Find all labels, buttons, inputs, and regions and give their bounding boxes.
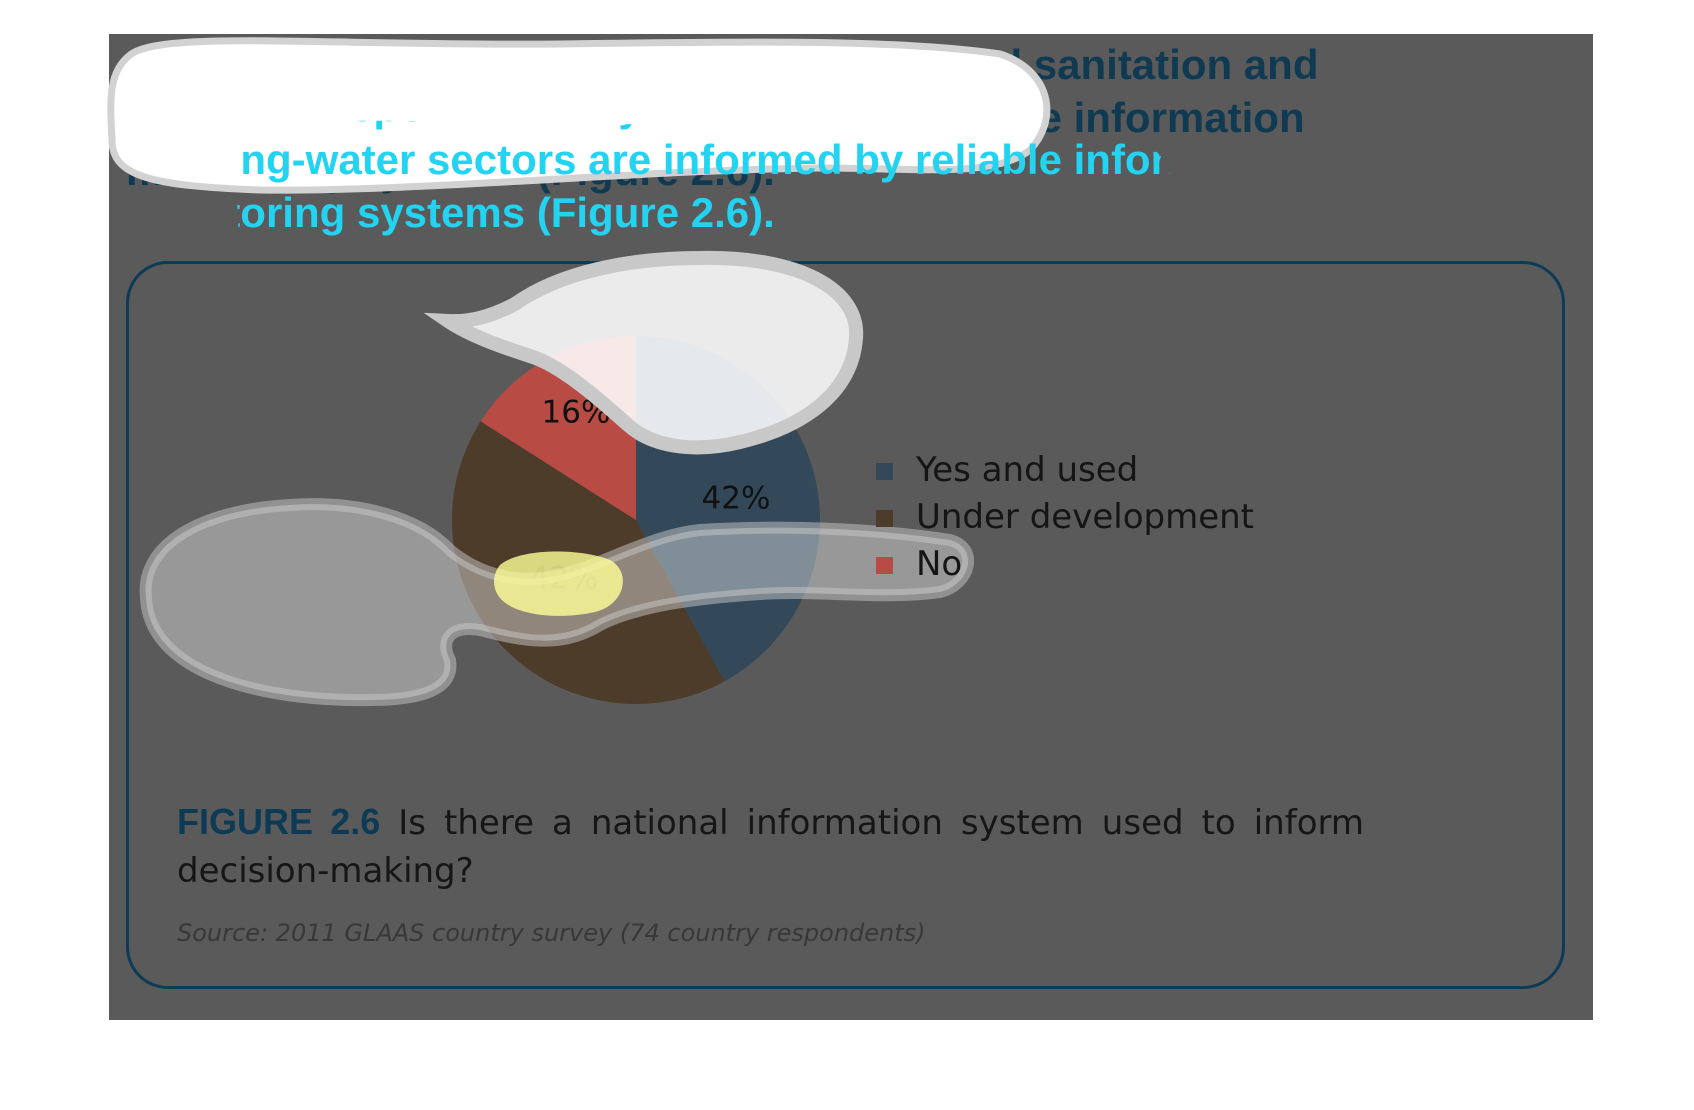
pie-label-under-development: 42% xyxy=(530,561,599,597)
legend-label-no: No xyxy=(916,544,963,584)
legend-label-yes: Yes and used xyxy=(916,450,1139,490)
legend-swatch-under xyxy=(876,510,893,527)
legend-swatch-yes xyxy=(876,463,893,480)
figure-caption-label: FIGURE 2.6 xyxy=(177,801,381,842)
pie-label-no: 16% xyxy=(542,395,611,431)
figure-source: Source: 2011 GLAAS country survey (74 co… xyxy=(177,919,926,947)
legend-swatch-no xyxy=(876,557,893,574)
pie-label-yes: 42% xyxy=(702,481,771,517)
figure-caption-text: Is there a national information system u… xyxy=(177,803,1364,891)
figure-caption: FIGURE 2.6 Is there a national informati… xyxy=(177,798,1364,895)
legend-label-under: Under development xyxy=(916,497,1255,537)
